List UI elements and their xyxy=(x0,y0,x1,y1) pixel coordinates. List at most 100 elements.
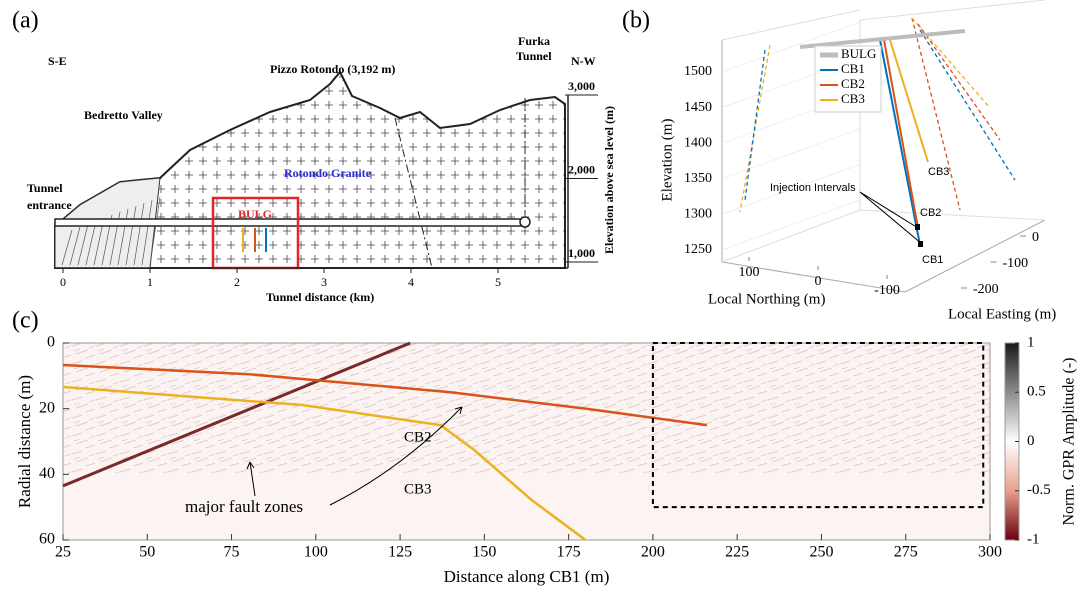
legend-label: CB1 xyxy=(841,61,865,76)
y-tick-label: 1500 xyxy=(684,64,712,79)
hatch xyxy=(133,202,145,266)
z-tick-label: 0 xyxy=(1032,230,1039,245)
y-tick-label: 3,000 xyxy=(568,79,595,93)
legend-label: CB2 xyxy=(841,76,865,91)
annotation: CB3 xyxy=(928,166,949,178)
annotation: CB2 xyxy=(404,429,432,445)
x-axis-label: Distance along CB1 (m) xyxy=(444,567,610,586)
colorbar-tick-label: -0.5 xyxy=(1027,482,1051,498)
legend-label: BULG xyxy=(841,46,876,61)
x-tick-label: 1 xyxy=(147,275,153,289)
legend-label: CB3 xyxy=(841,91,865,106)
hatch xyxy=(149,196,161,266)
x-tick-label: 4 xyxy=(408,275,414,289)
hatch xyxy=(77,223,89,266)
x-tick-label: 5 xyxy=(495,275,501,289)
projection xyxy=(911,17,991,109)
interval xyxy=(918,241,923,247)
direction: N-W xyxy=(571,54,596,68)
gpr-texture xyxy=(63,343,990,473)
entrance-label: entrance xyxy=(27,198,72,212)
cb3-trace xyxy=(62,385,587,542)
plot-frame xyxy=(62,342,991,541)
y-tick-label: 2,000 xyxy=(568,162,595,176)
projection xyxy=(917,23,1001,141)
y-tick-label: 1400 xyxy=(684,135,712,150)
z-tick-label: -100 xyxy=(1003,256,1029,271)
hatch xyxy=(85,220,97,266)
x-tick-label: 50 xyxy=(139,544,155,561)
x-tick-label: 250 xyxy=(809,544,833,561)
cb2-trace xyxy=(62,363,708,427)
x-tick-label: 0 xyxy=(815,274,822,289)
fault-zone xyxy=(62,341,411,488)
arrow xyxy=(329,406,463,506)
x-tick-label: 225 xyxy=(725,544,749,561)
hatch xyxy=(69,226,81,266)
projection xyxy=(911,17,961,211)
valley-label: Bedretto Valley xyxy=(84,108,163,122)
y-axis-label: Elevation (m) xyxy=(659,119,675,202)
borehole xyxy=(883,39,919,229)
y-tick-label: 60 xyxy=(39,531,55,548)
zoom-box xyxy=(651,342,985,509)
y-tick-label: 1300 xyxy=(684,207,712,222)
hatch xyxy=(125,205,137,266)
grid-line xyxy=(721,21,861,73)
annotation: CB3 xyxy=(404,481,432,497)
granite-label: Rotondo Granite xyxy=(284,166,372,180)
x-tick-label: 100 xyxy=(304,544,328,561)
colorbar-tick-label: 0.5 xyxy=(1027,384,1046,400)
grid-line xyxy=(721,128,861,180)
axis-box xyxy=(904,219,1046,293)
x-tick-label: 3 xyxy=(321,275,327,289)
x-tick-label: 150 xyxy=(472,544,496,561)
x-tick-label: 2 xyxy=(234,275,240,289)
x-tick-label: 300 xyxy=(978,544,1002,561)
y-tick-label: 1250 xyxy=(684,242,712,257)
annotation: CB1 xyxy=(922,254,943,266)
tunnel xyxy=(54,218,526,227)
z-tick-label: -200 xyxy=(973,282,999,297)
direction: S-E xyxy=(48,54,67,68)
projection xyxy=(919,29,1016,181)
y-tick-label: 20 xyxy=(39,399,55,416)
colorbar-tick-label: 0 xyxy=(1027,433,1035,449)
x-tick-label: 0 xyxy=(60,275,66,289)
y-tick-label: 0 xyxy=(47,334,55,351)
z-axis-label: Local Easting (m) xyxy=(948,306,1056,322)
x-tick-label: 75 xyxy=(224,544,240,561)
projection xyxy=(744,49,766,201)
y-tick-label: 1450 xyxy=(684,100,712,115)
arrow xyxy=(246,461,256,497)
x-tick-label: 200 xyxy=(641,544,665,561)
x-tick-label: 100 xyxy=(739,265,760,280)
fault-line xyxy=(394,117,433,269)
entrance-label: Tunnel xyxy=(27,181,63,195)
grid-line xyxy=(721,199,861,251)
y-tick-label: 1,000 xyxy=(568,246,595,260)
furka-label: Furka xyxy=(518,34,550,48)
x-tick-label: -100 xyxy=(874,283,900,298)
axis-box xyxy=(721,209,861,263)
borehole xyxy=(879,39,921,246)
lab-label: BULG xyxy=(238,207,272,221)
hatch xyxy=(141,199,153,266)
axis-box xyxy=(721,9,861,41)
furka-label: Tunnel xyxy=(516,49,552,63)
hatch xyxy=(61,229,73,266)
panel-label: (b) xyxy=(622,8,650,34)
x-tick-label: 125 xyxy=(388,544,412,561)
annotation: CB2 xyxy=(920,207,941,219)
borehole xyxy=(889,39,929,163)
panel-label: (a) xyxy=(12,8,39,34)
pointer xyxy=(859,191,923,245)
x-tick-label: 25 xyxy=(55,544,71,561)
colorbar-tick-label: 1 xyxy=(1027,334,1035,350)
y-axis-label: Elevation above sea level (m) xyxy=(602,106,616,254)
x-tick-label: 175 xyxy=(557,544,581,561)
y-tick-label: 40 xyxy=(39,465,55,482)
panel-label: (c) xyxy=(12,308,39,334)
x-tick-label: 275 xyxy=(894,544,918,561)
